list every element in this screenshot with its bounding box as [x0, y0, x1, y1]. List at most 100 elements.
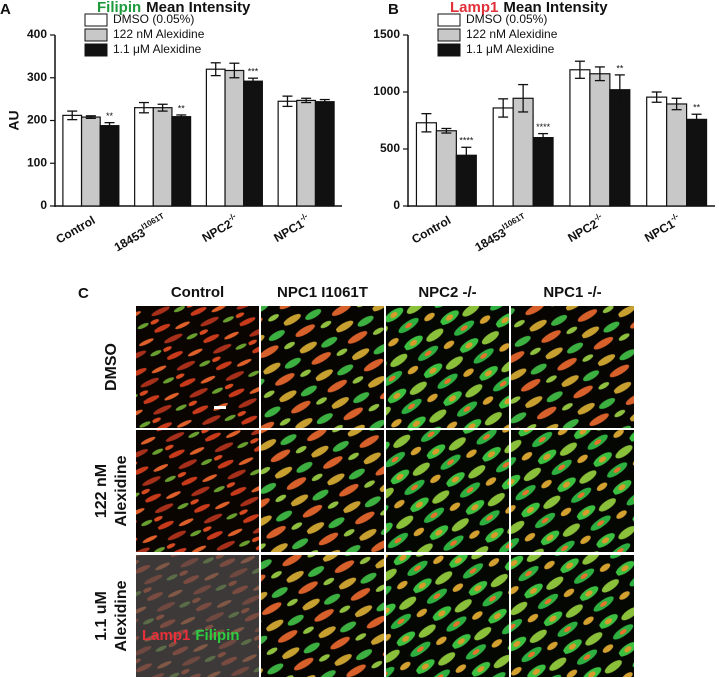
- micrograph: [511, 306, 634, 428]
- y-tick-label: 1500: [373, 27, 400, 41]
- x-tick-label: NPC2-/-: [199, 211, 242, 245]
- x-tick-label: 18453I1061T: [472, 211, 531, 254]
- legend-label: 1.1 μM Alexidine: [113, 42, 202, 56]
- legend-swatch: [437, 13, 461, 27]
- column-header: NPC2 -/-: [418, 284, 476, 301]
- stain-label: Lamp1: [142, 627, 190, 644]
- significance: **: [616, 63, 624, 73]
- x-tick-label: Control: [409, 213, 453, 246]
- bar: [589, 73, 611, 207]
- legend-swatch: [84, 13, 108, 27]
- column-header: NPC1 -/-: [543, 284, 601, 301]
- significance: **: [693, 103, 701, 113]
- legend-swatch: [437, 28, 461, 42]
- bar: [666, 103, 688, 207]
- x-tick-label: NPC1-/-: [641, 211, 684, 245]
- bar: [80, 116, 101, 207]
- row-label-line: 1.1 uM: [93, 591, 110, 641]
- legend-label: DMSO (0.05%): [113, 12, 194, 26]
- bar: [171, 116, 192, 207]
- y-tick-label: 200: [27, 113, 47, 127]
- bar: [646, 96, 668, 207]
- row-label: 1.1 uM Alexidine: [93, 580, 130, 651]
- legend-label: 122 nM Alexidine: [113, 27, 205, 41]
- row-label: 122 nM Alexidine: [93, 455, 130, 526]
- legend-label: 122 nM Alexidine: [466, 27, 558, 41]
- significance: **: [106, 111, 114, 121]
- row-label-line: 122 nM: [93, 464, 110, 518]
- chart-title: Lamp1 Mean Intensity: [450, 0, 608, 16]
- category-superscript: -/-: [298, 211, 309, 223]
- bar: [99, 125, 120, 207]
- bar: [569, 69, 591, 207]
- significance: ****: [536, 122, 551, 132]
- row-label: DMSO: [103, 343, 120, 391]
- y-tick-label: 300: [27, 70, 47, 84]
- category: Control: [409, 213, 453, 246]
- micrograph: [261, 430, 384, 552]
- row-label-line: Alexidine: [113, 455, 130, 526]
- bar: [314, 101, 335, 207]
- bar: [134, 107, 154, 207]
- micrograph: [386, 555, 509, 677]
- y-tick-label: 0: [40, 198, 47, 212]
- panel-label: B: [388, 1, 399, 18]
- legend-label: 1.1 μM Alexidine: [466, 42, 555, 56]
- bar: [243, 80, 263, 207]
- micrograph: [511, 430, 634, 552]
- bar: [532, 137, 554, 207]
- micrograph: [136, 306, 259, 428]
- significance: ***: [248, 67, 259, 77]
- micrograph: [261, 306, 384, 428]
- bar: [296, 99, 317, 207]
- micrograph: [136, 555, 259, 677]
- bar: [492, 107, 514, 207]
- category-superscript: I1061T: [500, 211, 526, 231]
- micrograph-shade: [136, 555, 259, 677]
- category-superscript: -/-: [226, 211, 237, 223]
- significance: **: [178, 103, 186, 113]
- legend-swatch: [84, 28, 108, 42]
- category-superscript: -/-: [669, 211, 680, 223]
- micrograph: [511, 555, 634, 677]
- column-header: Control: [171, 284, 224, 301]
- scale-bar: [214, 406, 226, 409]
- bar: [224, 69, 245, 207]
- x-tick-label: NPC2-/-: [564, 211, 607, 245]
- bar: [512, 97, 534, 207]
- y-tick-label: 500: [380, 141, 400, 155]
- bar: [435, 130, 457, 207]
- micrograph: [136, 430, 259, 552]
- category-superscript: I1061T: [140, 211, 166, 231]
- y-tick-label: 100: [27, 155, 47, 169]
- column-header: NPC1 I1061T: [277, 284, 368, 301]
- bar: [686, 118, 708, 207]
- panel-label: C: [78, 285, 89, 302]
- micrograph: [261, 555, 384, 677]
- y-tick-label: 0: [393, 198, 400, 212]
- bar: [205, 68, 226, 207]
- title-highlight: Lamp1: [450, 0, 498, 16]
- title-rest: Mean Intensity: [146, 0, 251, 16]
- category: Control: [54, 213, 98, 246]
- bar: [62, 114, 83, 207]
- row-label-line: DMSO: [103, 343, 120, 391]
- x-tick-label: NPC1-/-: [270, 211, 313, 245]
- chart-title: Filipin Mean Intensity: [97, 0, 251, 16]
- title-rest: Mean Intensity: [503, 0, 608, 16]
- x-tick-label: Control: [54, 213, 98, 246]
- title-highlight: Filipin: [97, 0, 141, 16]
- category-superscript: -/-: [592, 211, 603, 223]
- micrograph: [386, 430, 509, 552]
- legend-swatch: [84, 43, 108, 57]
- significance: ****: [459, 136, 474, 146]
- micrograph: [386, 306, 509, 428]
- bar: [152, 107, 173, 207]
- x-tick-label: 18453I1061T: [111, 211, 170, 254]
- bar: [415, 122, 437, 207]
- y-axis-label: AU: [6, 110, 22, 130]
- legend-swatch: [437, 43, 461, 57]
- legend-label: DMSO (0.05%): [466, 12, 547, 26]
- y-tick-label: 1000: [373, 84, 400, 98]
